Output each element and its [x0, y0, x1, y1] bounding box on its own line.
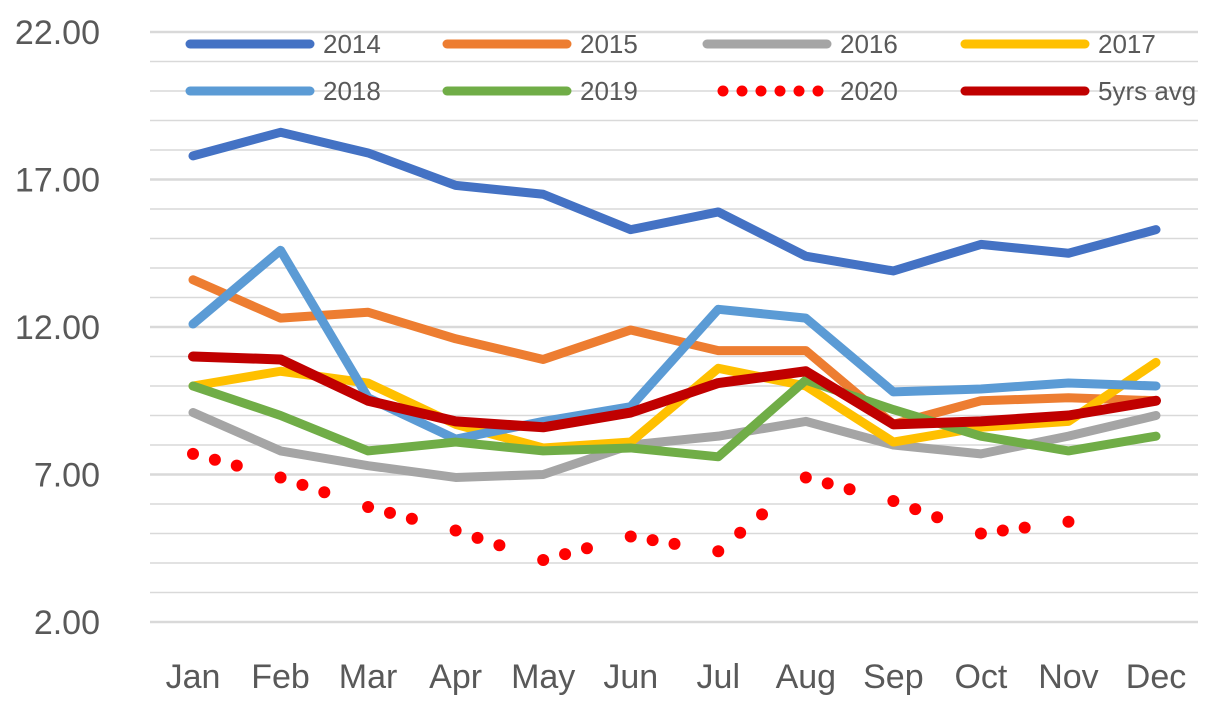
data-point: [537, 554, 550, 567]
series-2019: [188, 375, 1161, 462]
series-line: [188, 375, 1161, 462]
data-point: [274, 471, 287, 484]
legend-swatch: [717, 85, 729, 97]
legend-label: 2016: [840, 29, 898, 59]
legend-label: 2017: [1098, 29, 1156, 59]
legend-item-2018: 2018: [185, 76, 381, 106]
line-dot: [1018, 521, 1031, 534]
line-dot: [580, 542, 593, 555]
y-tick-label: 2.00: [34, 604, 100, 642]
y-tick-label: 17.00: [15, 162, 100, 200]
series-line: [188, 245, 1161, 444]
x-tick-label: Dec: [1126, 658, 1186, 696]
x-tick-label: Jul: [697, 658, 740, 696]
line-dot: [996, 524, 1009, 537]
data-point: [799, 471, 812, 484]
legend-label: 2014: [323, 29, 381, 59]
data-point: [187, 447, 199, 460]
y-tick-label: 22.00: [15, 14, 100, 52]
line-dot: [230, 459, 243, 472]
legend-item-2014: 2014: [185, 29, 381, 59]
line-dot: [909, 503, 922, 516]
legend-item-2016: 2016: [702, 29, 898, 59]
legend-item-2017: 2017: [960, 29, 1156, 59]
legend-swatch: [736, 85, 748, 97]
line-dot: [493, 539, 506, 552]
series-line: [188, 127, 1161, 276]
x-axis-tick-labels: Jan Feb Mar Apr May Jun Jul Aug Sep Oct Nov Dec: [166, 658, 1187, 696]
data-point: [974, 527, 987, 540]
line-dot: [208, 453, 221, 466]
legend-label: 2020: [840, 76, 898, 106]
legend-label: 2019: [580, 76, 638, 106]
data-point: [449, 524, 462, 537]
y-axis-tick-labels: 2.00 7.00 12.00 17.00 22.00: [15, 14, 100, 642]
x-tick-label: Jan: [166, 658, 221, 696]
data-point: [624, 530, 637, 543]
line-dot: [843, 483, 856, 496]
series-2015: [188, 275, 1161, 429]
series-2020: [187, 447, 1075, 567]
line-dot: [646, 534, 659, 547]
y-tick-label: 12.00: [15, 309, 100, 347]
series-line: [188, 275, 1161, 429]
x-tick-label: Feb: [251, 658, 310, 696]
data-point: [712, 545, 725, 558]
line-dot: [296, 478, 309, 491]
line-dot: [471, 531, 484, 544]
x-tick-label: Aug: [776, 658, 837, 696]
x-tick-label: Jun: [603, 658, 658, 696]
x-tick-label: Nov: [1038, 658, 1098, 696]
gridlines: [150, 30, 1198, 624]
legend-label: 2015: [580, 29, 638, 59]
line-dot: [756, 508, 769, 521]
series-line: [188, 351, 1161, 433]
series-2018: [188, 245, 1161, 444]
legend-swatch: [755, 85, 767, 97]
x-tick-label: Sep: [863, 658, 924, 696]
legend-item-2015: 2015: [442, 29, 638, 59]
legend-item-5yrs-avg: 5yrs avg: [960, 76, 1196, 106]
x-tick-label: Oct: [954, 658, 1007, 696]
data-point: [362, 500, 375, 513]
legend-swatch: [793, 85, 805, 97]
x-tick-label: May: [511, 658, 575, 696]
x-tick-label: Apr: [429, 658, 482, 696]
legend-label: 5yrs avg: [1098, 76, 1196, 106]
series-2014: [188, 127, 1161, 276]
data-point: [1062, 515, 1075, 528]
y-tick-label: 7.00: [34, 457, 100, 495]
line-dot: [383, 506, 396, 519]
legend-swatch: [812, 85, 824, 97]
line-dot: [318, 486, 331, 499]
data-point: [887, 495, 900, 508]
legend-swatch: [774, 85, 786, 97]
line-dot: [931, 511, 944, 524]
line-dot: [668, 537, 681, 550]
series-line: [188, 408, 1161, 482]
line-dot: [405, 512, 418, 525]
legend: 2014 2015 2016 2017 2018 2019 2020 5yrs avg: [185, 29, 1196, 106]
legend-item-2019: 2019: [442, 76, 638, 106]
line-dot: [559, 548, 572, 561]
series-lines: [187, 127, 1161, 567]
series-5yrs-avg: [188, 351, 1161, 433]
line-dot: [821, 477, 834, 490]
legend-item-2020: 2020: [717, 76, 898, 106]
series-2016: [188, 408, 1161, 482]
x-tick-label: Mar: [339, 658, 398, 696]
legend-label: 2018: [323, 76, 381, 106]
line-dot: [734, 526, 747, 539]
